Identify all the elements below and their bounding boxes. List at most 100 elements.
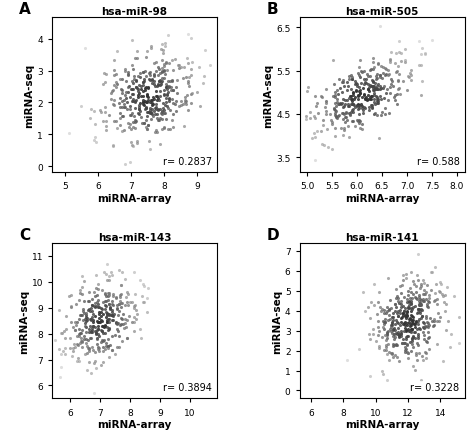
Point <box>146 107 154 114</box>
Point <box>181 99 188 106</box>
Point <box>184 31 192 38</box>
Point <box>407 321 414 328</box>
Point <box>420 332 428 339</box>
Point <box>140 102 148 110</box>
Point <box>114 81 121 88</box>
Point <box>415 318 422 325</box>
Point <box>356 111 363 118</box>
Point <box>91 300 99 307</box>
Point <box>111 332 119 339</box>
Point <box>382 65 389 72</box>
Point <box>110 311 118 318</box>
Point <box>403 313 410 320</box>
Point <box>101 79 109 86</box>
Y-axis label: miRNA-seq: miRNA-seq <box>264 63 273 127</box>
Point <box>424 319 432 326</box>
Point <box>405 301 413 308</box>
Point <box>141 69 148 76</box>
Point <box>387 81 395 88</box>
Point <box>356 102 363 110</box>
Point <box>395 331 402 338</box>
Point <box>161 124 168 131</box>
Point <box>136 108 144 115</box>
Point <box>158 75 165 82</box>
Point <box>152 105 159 112</box>
Point <box>309 135 316 142</box>
Point <box>92 330 100 337</box>
Point <box>392 304 400 311</box>
Point <box>382 319 389 326</box>
Point <box>143 109 151 116</box>
Point <box>159 41 166 48</box>
Point <box>103 311 110 318</box>
Point <box>357 80 365 87</box>
Point <box>404 350 412 357</box>
Point <box>419 324 427 331</box>
Point <box>135 102 143 110</box>
Point <box>145 109 153 116</box>
Point <box>415 62 423 69</box>
Point <box>349 119 357 126</box>
Point <box>322 86 330 93</box>
Point <box>367 84 375 91</box>
Point <box>386 56 394 63</box>
Point <box>415 298 423 305</box>
Point <box>417 305 424 312</box>
Point <box>168 96 175 103</box>
Point <box>374 99 382 106</box>
Point <box>395 78 402 85</box>
Point <box>407 298 414 305</box>
Point <box>82 336 90 343</box>
Point <box>421 348 429 355</box>
Point <box>78 311 86 318</box>
Point <box>101 330 109 337</box>
Point <box>414 308 422 315</box>
Point <box>411 320 419 327</box>
Point <box>112 319 119 326</box>
Point <box>352 80 360 87</box>
Point <box>118 338 126 345</box>
Point <box>402 315 410 322</box>
Point <box>129 86 137 93</box>
Point <box>121 69 129 76</box>
Point <box>354 92 362 99</box>
Point <box>365 92 372 99</box>
Point <box>383 307 391 314</box>
Point <box>399 303 407 310</box>
Point <box>143 126 151 133</box>
Point <box>417 281 424 288</box>
Point <box>352 81 359 88</box>
Point <box>154 106 162 113</box>
Point <box>397 298 405 305</box>
Point <box>401 349 409 356</box>
Point <box>378 75 385 82</box>
Point <box>384 328 392 335</box>
Point <box>334 101 342 108</box>
Point <box>406 316 414 323</box>
Point <box>126 299 134 306</box>
Point <box>393 342 401 349</box>
Point <box>393 353 401 360</box>
Point <box>134 110 142 117</box>
Point <box>404 354 412 361</box>
Point <box>397 330 404 337</box>
Point <box>371 87 378 94</box>
Point <box>164 89 172 96</box>
Point <box>382 91 390 98</box>
Point <box>89 319 97 326</box>
Point <box>140 78 147 85</box>
Point <box>331 100 339 107</box>
Point <box>82 323 90 330</box>
Point <box>420 291 428 298</box>
Point <box>82 328 90 336</box>
Point <box>392 286 400 293</box>
Point <box>387 328 394 335</box>
Point <box>94 319 102 326</box>
Point <box>328 121 336 128</box>
Point <box>422 314 430 321</box>
Point <box>402 336 410 343</box>
Point <box>129 97 137 104</box>
Point <box>102 340 110 347</box>
Point <box>417 63 425 70</box>
Point <box>98 337 105 344</box>
